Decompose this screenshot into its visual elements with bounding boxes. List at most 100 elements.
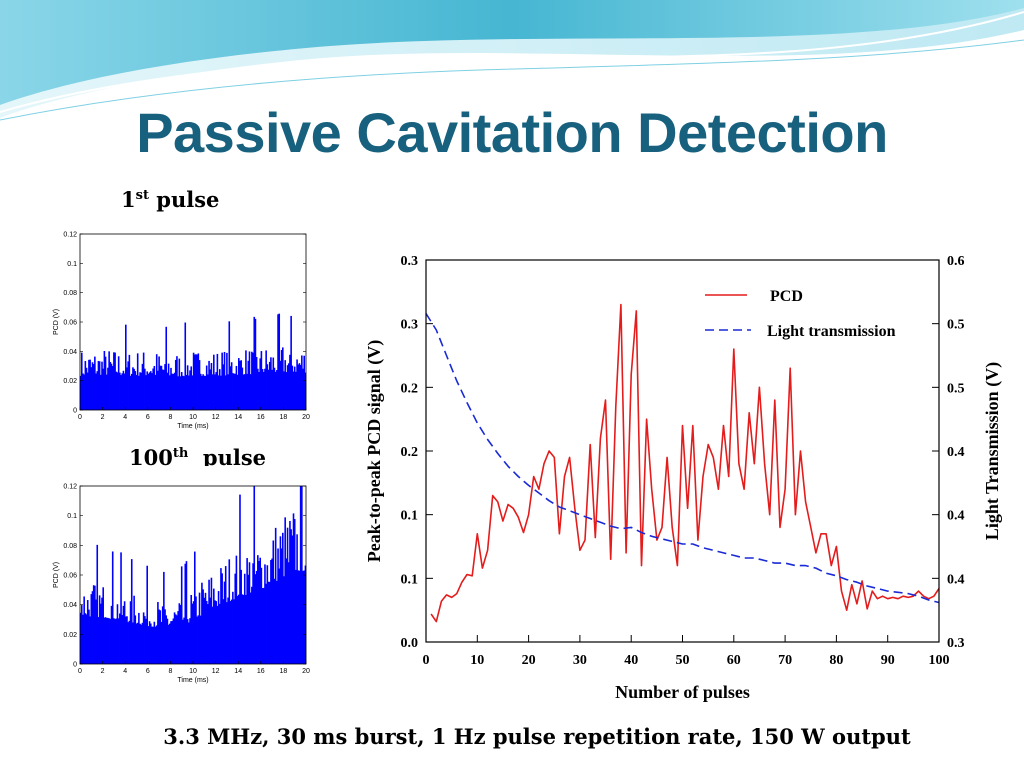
noise-bar — [277, 548, 279, 664]
noise-bar — [261, 587, 264, 664]
hundredth-pulse-number: 100 — [129, 445, 173, 470]
noise-bar — [128, 620, 131, 664]
x-tick-label: 6 — [146, 414, 150, 421]
noise-bar — [221, 352, 223, 410]
noise-bar — [261, 368, 264, 410]
noise-bar — [136, 622, 139, 664]
noise-bar — [215, 372, 217, 410]
noise-bar — [122, 370, 125, 410]
noise-bar — [149, 623, 152, 664]
noise-bar — [224, 566, 227, 664]
noise-bar — [216, 353, 219, 410]
noise-bar — [104, 356, 107, 410]
noise-bar — [282, 347, 284, 410]
y-tick-label: 0.12 — [63, 484, 77, 491]
noise-bar — [270, 560, 272, 664]
noise-bar — [257, 555, 259, 664]
noise-bar — [146, 371, 148, 410]
noise-bar — [179, 604, 182, 664]
y-tick-label: 0.1 — [67, 261, 77, 268]
noise-bar — [183, 376, 185, 410]
noise-bar — [147, 373, 150, 410]
noise-bar — [109, 618, 112, 664]
noise-bar — [229, 366, 232, 410]
noise-bar — [232, 373, 234, 410]
noise-bar — [295, 569, 297, 664]
noise-bar — [192, 352, 195, 410]
noise-bar — [296, 359, 298, 410]
noise-bar — [298, 363, 301, 410]
noise-bar — [287, 562, 290, 664]
noise-bar — [188, 622, 190, 664]
noise-bar — [199, 373, 202, 410]
noise-bar — [86, 600, 89, 664]
header-wave-decoration — [0, 0, 1024, 121]
noise-bar — [211, 374, 214, 410]
noise-bar — [98, 595, 101, 664]
noise-bar — [146, 565, 148, 664]
noise-bar — [103, 350, 106, 410]
noise-bar — [152, 368, 154, 410]
noise-bar — [151, 626, 153, 664]
noise-bar — [241, 594, 244, 664]
noise-bar — [85, 614, 88, 664]
noise-bar — [91, 591, 94, 664]
y2-tick-label: 0.5 — [947, 381, 965, 396]
noise-bar — [292, 371, 295, 410]
noise-bar — [169, 623, 171, 664]
noise-bar — [236, 595, 239, 664]
noise-bar — [138, 612, 140, 664]
noise-bar — [92, 363, 95, 410]
noise-bar — [108, 351, 110, 410]
noise-bar — [122, 605, 125, 664]
noise-bar — [111, 366, 114, 410]
noise-bar — [254, 318, 257, 410]
noise-bar — [272, 540, 275, 664]
noise-bar — [90, 594, 93, 664]
noise-bar — [268, 361, 271, 410]
x-tick-label: 0 — [423, 653, 430, 668]
noise-bar — [258, 561, 260, 664]
noise-bar — [110, 605, 113, 664]
noise-bar — [173, 612, 176, 664]
noise-bar — [268, 581, 271, 664]
noise-bar — [265, 583, 267, 664]
x-tick-label: 30 — [573, 653, 587, 668]
noise-bar — [249, 592, 252, 664]
noise-bar — [267, 581, 270, 664]
y-tick-label: 0 — [73, 408, 77, 415]
noise-bar — [160, 621, 163, 664]
noise-bar — [222, 364, 225, 410]
noise-bar — [292, 513, 295, 664]
noise-bar — [248, 351, 251, 410]
noise-bar — [180, 372, 183, 410]
noise-bar — [148, 621, 151, 664]
noise-bar — [264, 564, 266, 664]
noise-bar — [179, 376, 182, 410]
noise-bar — [277, 314, 279, 410]
noise-bar — [243, 374, 246, 410]
noise-bar — [163, 369, 165, 410]
x-tick-label: 20 — [522, 653, 536, 668]
noise-bar — [204, 375, 207, 410]
x-tick-label: 14 — [234, 414, 242, 421]
y2-tick-label: 0.4 — [947, 509, 965, 524]
noise-bar — [303, 570, 306, 664]
noise-bar — [274, 527, 277, 664]
first-pulse-chart: 0 0.02 0.04 0.06 0.08 0.1 0.12 0 2 4 6 8 10 12 14 16 18 2… — [44, 214, 334, 432]
noise-bar — [284, 517, 286, 664]
x-tick-label: 80 — [829, 653, 843, 668]
noise-bar — [280, 349, 283, 410]
noise-bar — [223, 351, 226, 410]
noise-bar — [178, 603, 181, 664]
noise-bar — [253, 316, 256, 410]
noise-bar — [104, 617, 107, 664]
y2-tick-label: 0.5 — [947, 318, 965, 333]
noise-bar — [188, 375, 190, 410]
noise-bar — [152, 626, 154, 664]
noise-bar — [115, 371, 118, 410]
y2-tick-label: 0.3 — [947, 636, 965, 651]
noise-bar — [114, 352, 116, 410]
noise-bar — [83, 374, 85, 410]
hundredth-pulse-label: 100th pulse — [129, 445, 266, 470]
